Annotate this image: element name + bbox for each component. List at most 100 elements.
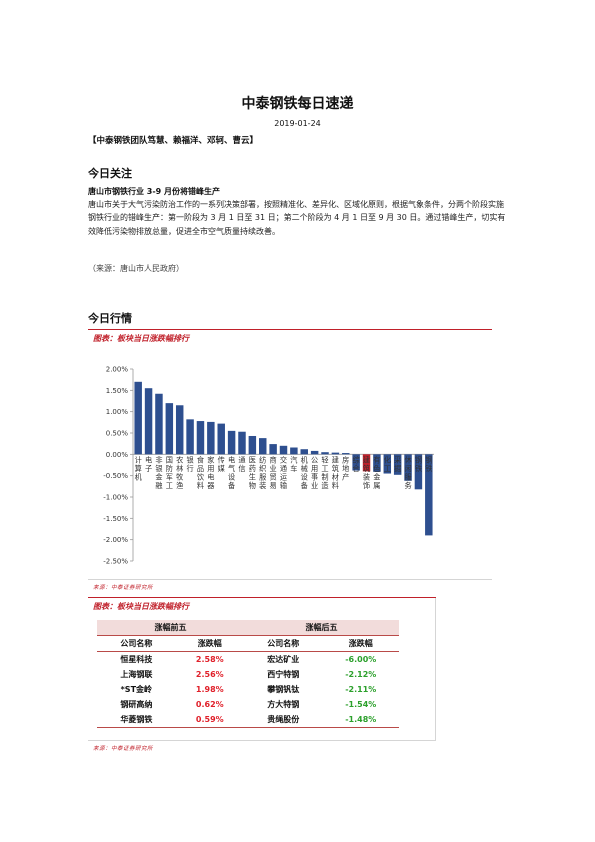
bar: [425, 454, 433, 536]
y-tick-label: 0.00%: [106, 451, 129, 459]
category-label: 机械设备: [301, 455, 309, 490]
bar: [393, 454, 402, 475]
category-label: 有色金属: [373, 455, 380, 490]
news-body: 唐山市关于大气污染防治工作的一系列决策部署，按照精准化、差异化、区域化原则，根据…: [88, 200, 506, 236]
bar: [383, 454, 392, 474]
change-value: -2.11%: [345, 685, 377, 694]
company-name: 攀钢钒钛: [267, 685, 300, 694]
divider: [88, 579, 492, 580]
company-name: *ST金岭: [120, 685, 153, 694]
bar: [248, 435, 257, 455]
column-header: 公司名称: [97, 635, 176, 652]
category-label: 纺织服装: [259, 455, 266, 490]
category-label: 电子: [145, 455, 152, 473]
y-tick-label: -2.00%: [103, 536, 128, 544]
bar: [404, 454, 412, 481]
y-tick-label: -1.50%: [103, 515, 128, 523]
company-name: 宏达矿业: [267, 655, 300, 664]
company-name: 西宁特钢: [267, 670, 300, 679]
bar: [134, 381, 142, 455]
divider: [435, 598, 436, 740]
table-row: 上海钢联 2.56% 西宁特钢 -2.12%: [97, 667, 399, 682]
category-label: 休闲服务: [404, 455, 412, 490]
bar: [362, 454, 371, 472]
bar: [207, 421, 215, 455]
y-tick-label: 1.50%: [106, 387, 129, 395]
bar: [352, 454, 360, 471]
divider: [88, 597, 436, 598]
category-label: 建筑装饰: [363, 455, 370, 490]
y-tick-label: -2.50%: [103, 558, 128, 566]
group-header-bottom: 涨幅后五: [243, 620, 399, 636]
y-tick-label: -1.00%: [103, 494, 128, 502]
news-headline: 唐山市钢铁行业 3-9 月份将错峰生产: [88, 187, 221, 196]
column-header: 公司名称: [243, 635, 323, 652]
bar: [279, 445, 288, 455]
category-label: 非银金融: [155, 455, 162, 490]
bar: [331, 452, 340, 455]
bar: [238, 431, 246, 455]
category-label: 建筑材料: [332, 455, 339, 490]
report-date: 2019-01-24: [274, 119, 321, 128]
change-value: -2.12%: [345, 670, 377, 679]
company-name: 华菱钢铁: [97, 712, 176, 728]
bar: [342, 453, 350, 455]
bar: [227, 430, 236, 455]
change-value: 0.59%: [175, 712, 244, 728]
category-label: 国防军工: [166, 455, 173, 490]
bar: [259, 438, 267, 455]
section-title-focus: 今日关注: [88, 167, 132, 180]
table-row: 钢研高纳 0.62% 方大特钢 -1.54%: [97, 697, 399, 712]
column-header: 涨跌幅: [322, 635, 399, 652]
section-title-market: 今日行情: [88, 312, 132, 325]
bar: [186, 419, 194, 455]
table-row: 华菱钢铁 0.59% 贵绳股份 -1.48%: [97, 712, 399, 728]
column-header: 涨跌幅: [175, 635, 244, 652]
change-value: -1.48%: [322, 712, 399, 728]
bar: [196, 421, 205, 455]
news-source: （来源：唐山市人民政府）: [88, 264, 184, 273]
category-label: 电气设备: [228, 455, 235, 490]
team-line: 【中泰钢铁团队笃慧、赖福洋、邓轲、曹云】: [88, 136, 259, 146]
change-value: 2.58%: [195, 655, 224, 664]
category-label: 交通运输: [280, 455, 287, 490]
category-label: 银行: [186, 455, 193, 473]
company-name: 上海钢联: [120, 670, 153, 679]
figure-title: 图表：板块当日涨跌幅排行: [93, 602, 189, 611]
ranking-table: 涨幅前五 涨幅后五 公司名称 涨跌幅 公司名称 涨跌幅 恒星科技 2.58% 宏…: [97, 620, 399, 728]
bar: [373, 454, 381, 472]
y-tick-label: -0.50%: [103, 472, 128, 480]
figure-title: 图表：板块当日涨跌幅排行: [93, 334, 189, 343]
y-tick-label: 0.50%: [106, 430, 129, 438]
company-name: 贵绳股份: [243, 712, 323, 728]
bar: [217, 423, 225, 455]
category-label: 传媒: [218, 455, 225, 473]
figure-source: 来源：中泰证券研究所: [93, 746, 154, 752]
category-label: 计算机: [135, 455, 143, 481]
bar: [414, 454, 423, 490]
bar: [165, 403, 174, 455]
table-row: *ST金岭 1.98% 攀钢钒钛 -2.11%: [97, 682, 399, 697]
bar: [175, 405, 184, 455]
bar: [269, 444, 277, 455]
group-header-top: 涨幅前五: [97, 620, 244, 636]
y-tick-label: 2.00%: [106, 366, 129, 374]
divider: [88, 329, 492, 330]
category-label: 食品饮料: [197, 455, 205, 490]
category-label: 汽车: [290, 455, 297, 473]
category-label: 采掘: [394, 455, 401, 473]
category-label: 农林牧渔: [176, 455, 183, 490]
category-label: 医药生物: [249, 455, 256, 490]
bar: [290, 447, 298, 455]
table-row: 恒星科技 2.58% 宏达矿业 -6.00%: [97, 652, 399, 668]
company-name: 钢研高纳: [120, 700, 153, 709]
category-label: 公用事业: [311, 455, 318, 490]
category-label: 家用电器: [207, 455, 214, 490]
divider: [88, 740, 436, 741]
bar: [155, 393, 163, 455]
figure-source: 来源：中泰证券研究所: [93, 585, 154, 591]
company-name: 恒星科技: [120, 655, 153, 664]
bar: [321, 452, 329, 455]
change-value: 0.62%: [195, 700, 224, 709]
category-label: 轻工制造: [321, 455, 328, 490]
